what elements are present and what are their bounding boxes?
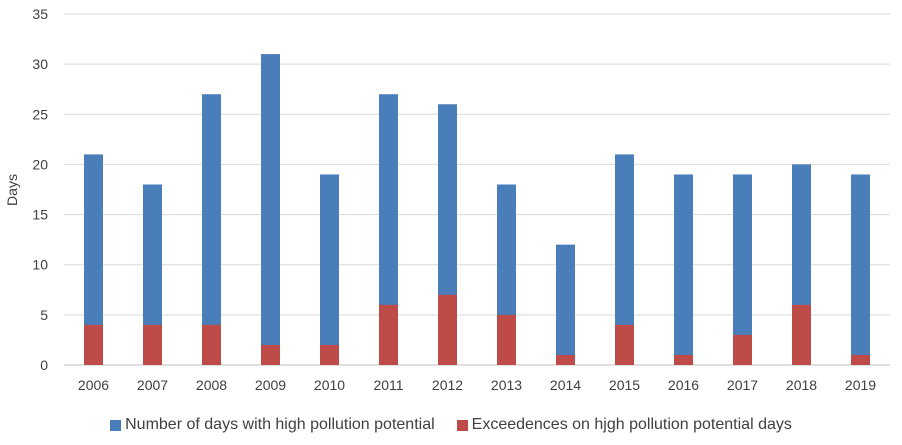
legend: Number of days with high pollution poten… <box>0 416 902 434</box>
x-axis-ticks: 2006 2007 2008 2009 2010 2011 2012 2013 2014 2015… <box>78 377 876 393</box>
x-tick-label: 2018 <box>786 377 817 393</box>
y-tick-label: 5 <box>40 307 48 323</box>
y-tick-label: 20 <box>32 156 48 172</box>
x-tick-label: 2007 <box>137 377 168 393</box>
x-tick-label: 2009 <box>255 377 286 393</box>
x-tick-label: 2012 <box>432 377 463 393</box>
x-tick-label: 2006 <box>78 377 109 393</box>
bar-exceedences <box>143 324 162 365</box>
bar-exceedences <box>438 294 457 365</box>
bar-high-pollution-days <box>202 94 221 365</box>
bar-exceedences <box>556 354 575 365</box>
bar-exceedences <box>84 324 103 365</box>
bars <box>84 54 870 365</box>
bar-exceedences <box>497 314 516 365</box>
bar-exceedences <box>674 354 693 365</box>
bar-high-pollution-days <box>556 244 575 365</box>
bar-exceedences <box>733 334 752 365</box>
x-tick-label: 2017 <box>727 377 758 393</box>
y-tick-label: 35 <box>32 6 48 22</box>
y-tick-label: 0 <box>40 357 48 373</box>
gridlines <box>64 13 890 366</box>
y-axis-ticks: 0 5 10 15 20 25 30 35 <box>32 6 48 373</box>
legend-label: Exceedences on hjgh pollution potential … <box>471 416 792 433</box>
bar-high-pollution-days <box>143 184 162 365</box>
y-tick-label: 25 <box>32 106 48 122</box>
bar-high-pollution-days <box>674 174 693 365</box>
bar-exceedences <box>851 354 870 365</box>
x-tick-label: 2013 <box>491 377 522 393</box>
legend-label: Number of days with high pollution poten… <box>125 416 435 433</box>
y-axis-title: Days <box>4 174 20 206</box>
x-tick-label: 2011 <box>373 377 403 393</box>
bar-exceedences <box>202 324 221 365</box>
y-tick-label: 15 <box>32 207 48 223</box>
legend-swatch-blue <box>110 419 122 431</box>
bar-exceedences <box>792 304 811 365</box>
bar-high-pollution-days <box>320 174 339 365</box>
x-tick-label: 2015 <box>609 377 640 393</box>
legend-swatch-red <box>456 419 468 431</box>
legend-item-high-pollution-days: Number of days with high pollution poten… <box>110 416 435 434</box>
x-tick-label: 2008 <box>196 377 227 393</box>
bar-exceedences <box>261 344 280 365</box>
bar-high-pollution-days <box>615 154 634 365</box>
y-tick-label: 30 <box>32 56 48 72</box>
bar-exceedences <box>379 304 398 365</box>
x-tick-label: 2016 <box>668 377 699 393</box>
bar-exceedences <box>320 344 339 365</box>
y-tick-label: 10 <box>32 257 48 273</box>
legend-item-exceedences: Exceedences on hjgh pollution potential … <box>456 416 792 434</box>
bar-high-pollution-days <box>261 54 280 365</box>
bar-exceedences <box>615 324 634 365</box>
bar-high-pollution-days <box>379 94 398 365</box>
bar-high-pollution-days <box>851 174 870 365</box>
bar-high-pollution-days <box>84 154 103 365</box>
bar-high-pollution-days <box>733 174 752 365</box>
x-tick-label: 2010 <box>314 377 345 393</box>
x-tick-label: 2019 <box>845 377 876 393</box>
x-tick-label: 2014 <box>550 377 581 393</box>
